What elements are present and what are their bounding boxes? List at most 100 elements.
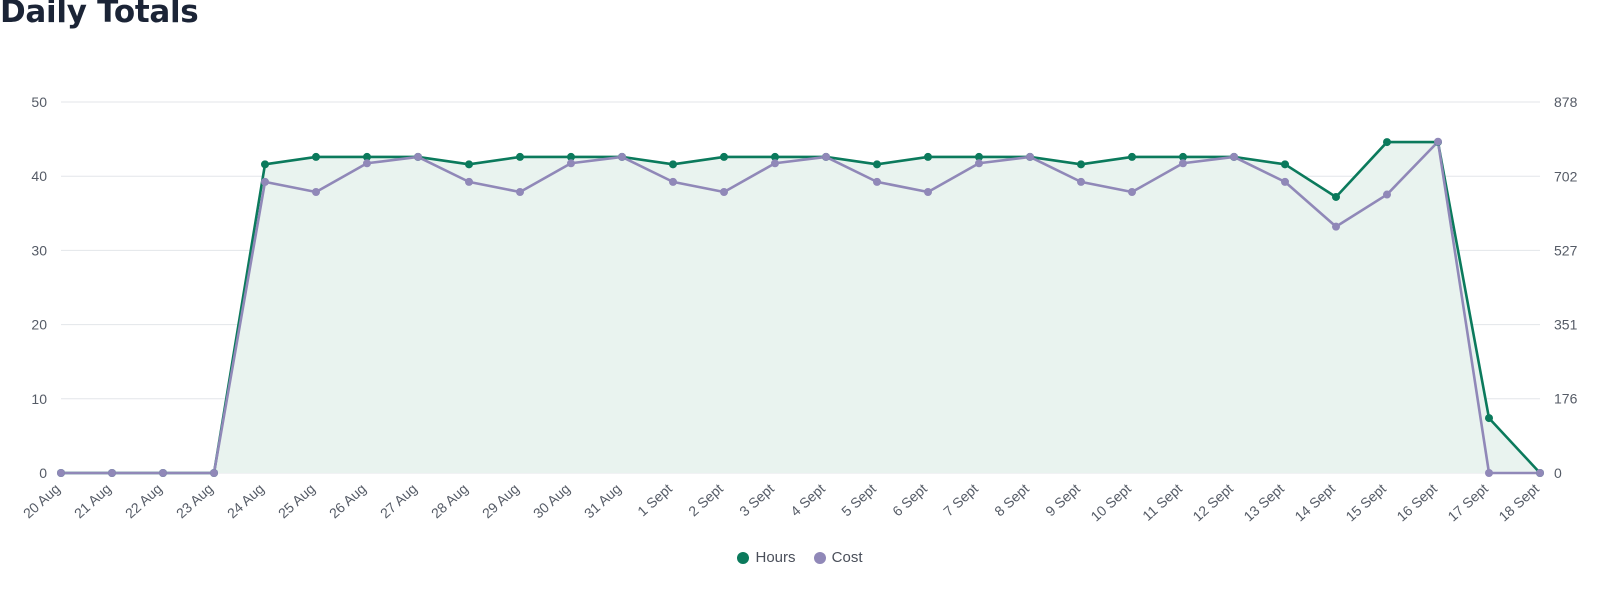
cost-point[interactable]	[312, 188, 320, 197]
cost-point[interactable]	[210, 469, 218, 477]
hours-point[interactable]	[1332, 192, 1340, 201]
cost-point[interactable]	[1383, 190, 1391, 199]
hours-point[interactable]	[363, 152, 371, 161]
cost-line	[61, 140, 1540, 475]
legend-item-hours[interactable]: Hours	[737, 549, 796, 566]
x-tick-label: 9 Sept	[1042, 480, 1083, 519]
hours-area	[61, 142, 1540, 473]
x-tick-label: 10 Sept	[1087, 480, 1134, 524]
cost-point[interactable]	[1281, 177, 1289, 186]
cost-point[interactable]	[1434, 137, 1442, 146]
cost-point[interactable]	[924, 188, 932, 197]
x-tick-label: 29 Aug	[479, 480, 522, 521]
x-tick-label: 15 Sept	[1342, 480, 1389, 524]
x-tick-label: 6 Sept	[889, 480, 930, 519]
x-tick-label: 4 Sept	[787, 480, 828, 519]
hours-point[interactable]	[465, 160, 473, 169]
x-tick-label: 25 Aug	[275, 480, 318, 521]
hours-point[interactable]	[975, 152, 983, 161]
cost-point[interactable]	[1179, 159, 1187, 168]
x-tick-label: 8 Sept	[991, 480, 1032, 519]
hours-point[interactable]	[1077, 160, 1085, 169]
hours-point[interactable]	[1128, 152, 1136, 161]
y-right-tick-label: 351	[1554, 317, 1578, 333]
cost-point[interactable]	[720, 188, 728, 197]
cost-point[interactable]	[159, 469, 167, 477]
y-left-tick-label: 10	[31, 391, 47, 407]
cost-point[interactable]	[1536, 469, 1544, 477]
legend-label-hours: Hours	[755, 549, 796, 566]
series-lines	[61, 140, 1541, 475]
y-right-tick-label: 878	[1554, 94, 1578, 110]
hours-point[interactable]	[771, 152, 779, 161]
cost-point[interactable]	[618, 152, 626, 161]
y-right-tick-label: 702	[1554, 168, 1578, 184]
y-left-tick-label: 30	[31, 242, 47, 258]
x-tick-label: 13 Sept	[1240, 480, 1287, 524]
x-tick-label: 7 Sept	[940, 480, 981, 519]
x-tick-label: 12 Sept	[1189, 480, 1236, 524]
x-tick-label: 3 Sept	[736, 480, 777, 519]
cost-point[interactable]	[108, 469, 116, 477]
hours-point[interactable]	[873, 160, 881, 169]
y-right-tick-label: 527	[1554, 242, 1578, 258]
y-right-tick-label: 0	[1554, 465, 1562, 481]
cost-point[interactable]	[414, 152, 422, 161]
page-title: Daily Totals	[0, 0, 199, 30]
cost-point[interactable]	[567, 159, 575, 168]
x-tick-label: 17 Sept	[1444, 480, 1491, 524]
cost-legend-dot-icon	[813, 551, 826, 564]
hours-line	[61, 140, 1541, 475]
cost-point[interactable]	[669, 177, 677, 186]
hours-point[interactable]	[669, 160, 677, 169]
legend-item-cost[interactable]: Cost	[813, 549, 863, 566]
cost-point[interactable]	[1077, 177, 1085, 186]
cost-point[interactable]	[57, 469, 65, 477]
hours-point[interactable]	[720, 152, 728, 161]
x-tick-label: 28 Aug	[428, 480, 471, 521]
series-points[interactable]	[57, 137, 1544, 477]
hours-point[interactable]	[1383, 138, 1391, 147]
x-tick-label: 18 Sept	[1495, 480, 1542, 524]
chart-legend: Hours Cost	[0, 549, 1600, 568]
cost-point[interactable]	[873, 177, 881, 186]
cost-point[interactable]	[1230, 152, 1238, 161]
y-right-tick-label: 176	[1554, 391, 1578, 407]
x-axis-labels: 20 Aug 21 Aug 22 Aug 23 Aug 24 Aug 25 Aug 26 A…	[20, 480, 1542, 524]
x-tick-label: 22 Aug	[122, 480, 165, 521]
hours-point[interactable]	[924, 152, 932, 161]
legend-label-cost: Cost	[831, 549, 863, 566]
hours-point[interactable]	[1179, 152, 1187, 161]
x-tick-label: 1 Sept	[634, 480, 675, 519]
x-tick-label: 16 Sept	[1393, 480, 1440, 524]
area-layer	[61, 142, 1540, 473]
hours-point[interactable]	[567, 152, 575, 161]
x-tick-label: 23 Aug	[173, 480, 216, 521]
hours-point[interactable]	[1485, 414, 1493, 423]
hours-point[interactable]	[261, 160, 269, 169]
x-tick-label: 20 Aug	[20, 480, 63, 521]
cost-point[interactable]	[465, 177, 473, 186]
cost-point[interactable]	[1026, 152, 1034, 161]
x-tick-label: 14 Sept	[1291, 480, 1338, 524]
x-tick-label: 31 Aug	[581, 480, 624, 521]
hours-point[interactable]	[516, 152, 524, 161]
cost-point[interactable]	[771, 159, 779, 168]
cost-point[interactable]	[261, 177, 269, 186]
x-tick-label: 26 Aug	[326, 480, 369, 521]
y-left-tick-label: 40	[31, 168, 47, 184]
x-tick-label: 2 Sept	[685, 480, 726, 519]
cost-point[interactable]	[1332, 222, 1340, 231]
hours-point[interactable]	[1281, 160, 1289, 169]
x-tick-label: 11 Sept	[1139, 480, 1185, 524]
x-tick-label: 27 Aug	[377, 480, 420, 521]
y-left-tick-label: 0	[39, 465, 47, 481]
cost-point[interactable]	[975, 159, 983, 168]
hours-point[interactable]	[312, 152, 320, 161]
cost-point[interactable]	[822, 152, 830, 161]
cost-point[interactable]	[1485, 469, 1493, 477]
cost-point[interactable]	[516, 188, 524, 197]
cost-point[interactable]	[1128, 188, 1136, 197]
x-tick-label: 21 Aug	[71, 480, 114, 521]
cost-point[interactable]	[363, 159, 371, 168]
